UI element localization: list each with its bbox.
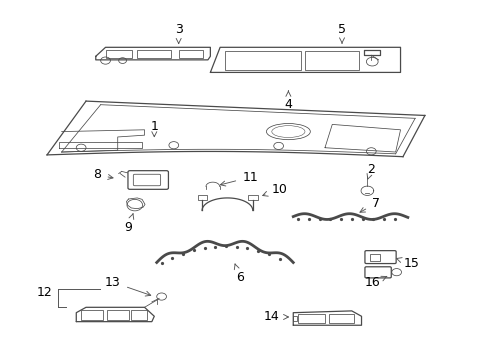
Bar <box>248 195 258 201</box>
Bar <box>105 50 132 58</box>
Text: 8: 8 <box>93 168 113 181</box>
Ellipse shape <box>271 126 305 138</box>
Bar <box>305 51 358 69</box>
Bar <box>224 51 300 69</box>
FancyBboxPatch shape <box>364 251 395 264</box>
Text: 15: 15 <box>396 257 418 270</box>
Text: 9: 9 <box>124 214 134 234</box>
Text: 1: 1 <box>150 120 158 137</box>
Ellipse shape <box>266 123 310 140</box>
FancyBboxPatch shape <box>133 174 160 186</box>
Text: 10: 10 <box>262 183 287 196</box>
Text: 5: 5 <box>337 23 346 43</box>
Bar <box>178 50 203 58</box>
Bar <box>81 310 103 320</box>
FancyBboxPatch shape <box>128 171 168 189</box>
Text: 12: 12 <box>37 287 52 300</box>
FancyBboxPatch shape <box>364 267 390 278</box>
Text: 11: 11 <box>220 171 258 186</box>
Bar <box>131 310 147 320</box>
Bar <box>298 315 325 323</box>
Bar <box>137 50 171 58</box>
Bar <box>369 254 379 261</box>
Bar <box>328 315 353 323</box>
Text: 13: 13 <box>105 276 150 296</box>
Bar <box>293 316 297 320</box>
Text: 16: 16 <box>364 276 386 289</box>
Bar <box>197 195 207 201</box>
Text: 14: 14 <box>264 310 288 324</box>
Text: 2: 2 <box>366 163 374 179</box>
Text: 3: 3 <box>174 23 182 44</box>
Text: 7: 7 <box>359 197 379 212</box>
Bar <box>107 310 129 320</box>
Text: 6: 6 <box>234 264 243 284</box>
Text: 4: 4 <box>284 91 292 111</box>
